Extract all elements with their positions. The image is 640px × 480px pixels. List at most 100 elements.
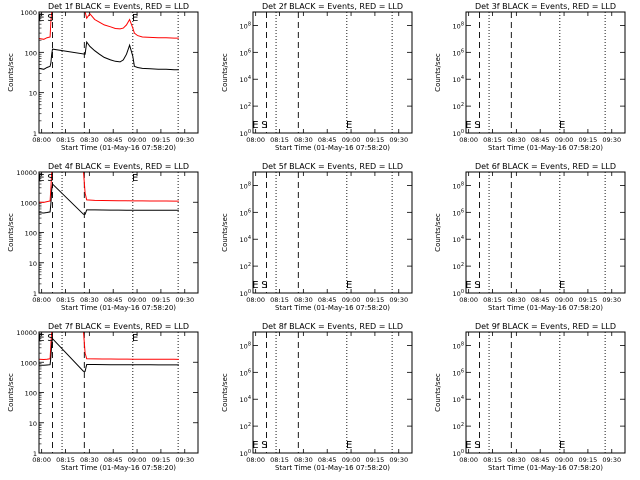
marker-s: S [474,120,480,131]
marker-s: S [261,120,267,131]
x-tick-label: 09:00 [342,136,361,144]
marker-e: E [465,280,471,291]
y-tick-label: 106 [240,368,251,377]
x-tick-label: 08:15 [56,456,75,464]
y-tick-label: 102 [240,422,251,431]
marker-e: E [465,440,471,451]
plot-frame [465,171,626,294]
plot-frame [465,331,626,454]
y-tick-label: 106 [240,48,251,57]
marker-e: E [559,440,565,451]
y-tick-label: 1000 [20,199,37,207]
y-tick-label: 106 [453,208,464,217]
y-tick-label: 108 [453,181,464,190]
panel-8: Det 8f BLACK = Events, RED = LLD Counts/s… [221,322,413,472]
panel-1: Det 1f BLACK = Events, RED = LLD Counts/s… [7,2,199,152]
marker-s: S [47,13,53,24]
x-tick-label: 09:15 [366,456,385,464]
x-tick-label: 08:00 [459,136,478,144]
y-tick-label: 106 [240,208,251,217]
y-tick-label: 100 [453,289,464,298]
x-tick-label: 09:15 [152,136,171,144]
y-tick-label: 100 [240,129,251,138]
panel-title: Det 7f BLACK = Events, RED = LLD [48,322,189,331]
y-axis-label: Counts/sec [434,53,442,92]
x-tick-label: 08:30 [80,296,99,304]
x-tick-label: 08:30 [80,456,99,464]
panel-7: Det 7f BLACK = Events, RED = LLD Counts/s… [7,322,199,472]
x-tick-label: 09:30 [175,456,194,464]
y-tick-label: 102 [240,262,251,271]
x-tick-label: 09:15 [152,456,171,464]
x-tick-label: 08:45 [531,456,550,464]
x-tick-label: 09:15 [152,296,171,304]
marker-s: S [47,173,53,184]
y-axis-label: Counts/sec [434,373,442,412]
x-tick-label: 09:15 [366,296,385,304]
x-tick-label: 08:00 [32,456,51,464]
x-tick-label: 08:15 [483,456,502,464]
plot-frame [38,11,199,134]
plot-frame [38,331,199,454]
series-events [38,40,179,71]
x-tick-label: 09:00 [128,456,147,464]
y-axis-label: Counts/sec [221,373,229,412]
y-tick-label: 104 [453,235,464,244]
panel-3: Det 3f BLACK = Events, RED = LLD Counts/s… [434,2,626,152]
marker-e: E [38,333,44,344]
y-tick-label: 108 [240,341,251,350]
marker-e: E [132,333,138,344]
y-tick-label: 106 [453,368,464,377]
marker-e: E [346,280,352,291]
x-tick-label: 08:15 [483,296,502,304]
marker-s: S [261,280,267,291]
x-tick-label: 09:30 [602,456,621,464]
marker-e: E [559,120,565,131]
x-tick-label: 09:30 [389,456,408,464]
x-tick-label: 08:15 [270,296,289,304]
x-tick-label: 08:00 [246,136,265,144]
x-tick-label: 08:30 [294,456,313,464]
y-tick-label: 106 [453,48,464,57]
x-tick-label: 09:30 [175,136,194,144]
y-tick-label: 100 [453,129,464,138]
x-tick-label: 08:15 [270,136,289,144]
x-tick-label: 08:30 [507,456,526,464]
marker-e: E [252,280,258,291]
y-axis-label: Counts/sec [7,213,15,252]
marker-s: S [474,280,480,291]
y-tick-label: 104 [453,395,464,404]
panel-title: Det 5f BLACK = Events, RED = LLD [262,162,403,171]
series-events [38,182,179,215]
panel-title: Det 3f BLACK = Events, RED = LLD [475,2,616,11]
marker-e: E [346,440,352,451]
panel-title: Det 4f BLACK = Events, RED = LLD [48,162,189,171]
series-lld [38,331,179,361]
x-tick-label: 09:00 [342,456,361,464]
marker-e: E [346,120,352,131]
x-tick-label: 08:15 [483,136,502,144]
y-tick-label: 10 [29,260,37,268]
x-tick-label: 09:30 [175,296,194,304]
marker-e: E [559,280,565,291]
x-tick-label: 09:00 [342,296,361,304]
x-tick-label: 09:15 [579,136,598,144]
x-axis-label: Start Time (01-May-16 07:58:20) [488,304,603,312]
plot-frame [465,11,626,134]
plot-frame [252,331,413,454]
marker-e: E [132,173,138,184]
panel-9: Det 9f BLACK = Events, RED = LLD Counts/s… [434,322,626,472]
y-tick-label: 100 [453,449,464,458]
marker-e: E [252,120,258,131]
x-axis-label: Start Time (01-May-16 07:58:20) [61,464,176,472]
x-axis-label: Start Time (01-May-16 07:58:20) [61,304,176,312]
y-tick-label: 1 [33,450,37,458]
x-tick-label: 09:00 [555,456,574,464]
x-tick-label: 09:30 [602,136,621,144]
x-tick-label: 09:00 [128,296,147,304]
y-tick-label: 1000 [20,359,37,367]
x-tick-label: 08:45 [318,296,337,304]
x-tick-label: 08:30 [294,136,313,144]
x-tick-label: 08:45 [104,136,123,144]
